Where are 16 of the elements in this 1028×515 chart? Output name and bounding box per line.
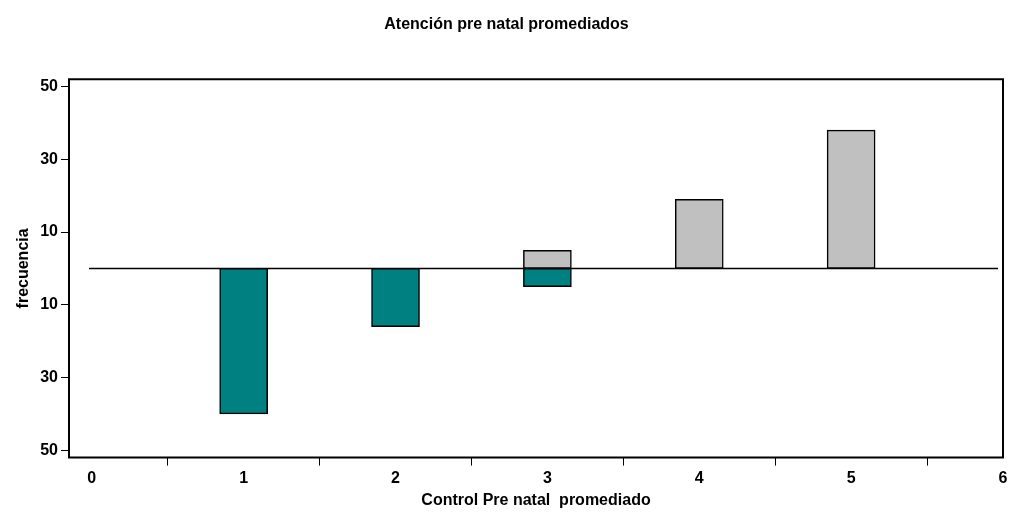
x-tick-label: 4 xyxy=(694,468,704,486)
x-tick-label: 5 xyxy=(846,468,856,486)
x-tick-label: 2 xyxy=(391,468,401,486)
y-tick-label: 50 xyxy=(40,76,59,94)
x-axis-title: Control Pre natal promediado xyxy=(421,490,651,508)
y-tick-label: 10 xyxy=(40,222,59,240)
y-tick-label: 50 xyxy=(40,440,59,458)
y-tick-label: 30 xyxy=(40,149,59,167)
x-tick-label: 1 xyxy=(239,468,249,486)
y-tick-label: 30 xyxy=(40,367,59,385)
y-axis-title: frecuencia xyxy=(14,228,32,309)
x-tick-label: 6 xyxy=(998,468,1008,486)
x-tick-label: 3 xyxy=(542,468,552,486)
chart-title: Atención pre natal promediados xyxy=(384,15,629,33)
x-tick-label: 0 xyxy=(87,468,97,486)
y-tick-label: 10 xyxy=(40,295,59,313)
